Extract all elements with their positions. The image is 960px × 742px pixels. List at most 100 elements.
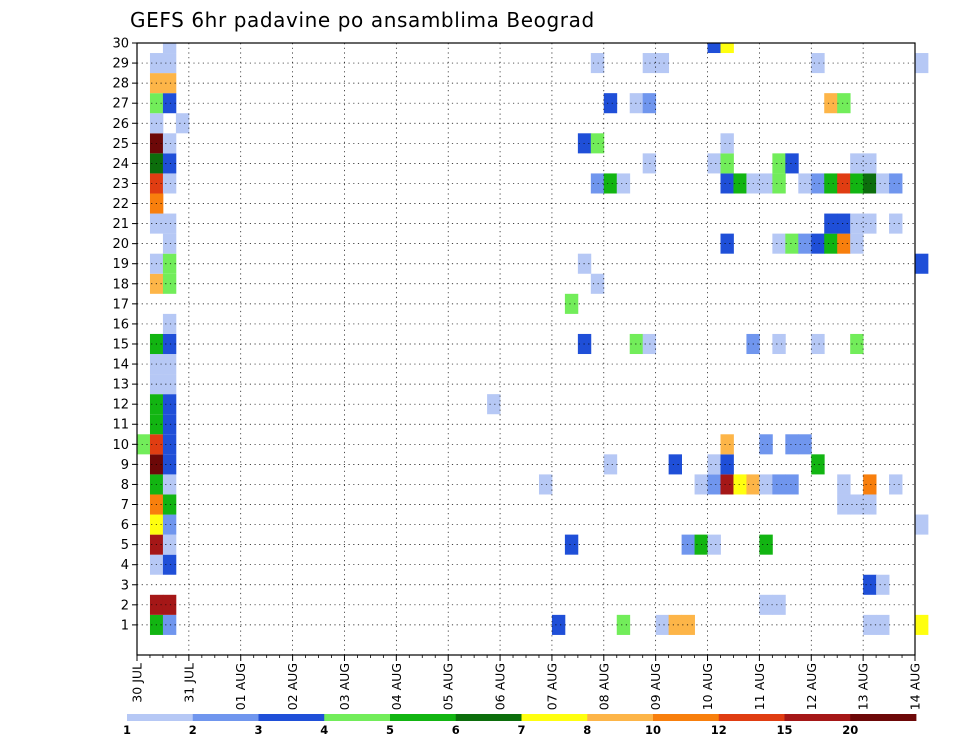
heatmap-cell xyxy=(915,53,929,74)
legend-swatch xyxy=(718,714,785,721)
x-tick-label: 06 AUG xyxy=(493,663,508,710)
color-legend: 1 2 3 4 5 6 7 8 10 12 15 20 xyxy=(123,714,917,737)
heatmap-cell xyxy=(668,614,682,635)
heatmap-cell xyxy=(785,474,799,495)
heatmap-cell xyxy=(863,494,877,515)
y-tick-label: 28 xyxy=(112,77,129,92)
heatmap-cell xyxy=(616,614,631,635)
y-tick-label: 9 xyxy=(121,458,129,473)
heatmap-cell xyxy=(564,534,579,555)
y-tick-label: 1 xyxy=(121,618,129,633)
heatmap-cell xyxy=(162,73,177,94)
heatmap-cell xyxy=(811,53,825,74)
heatmap-cell xyxy=(837,494,851,515)
y-tick-label: 22 xyxy=(112,197,129,212)
heatmap-cell xyxy=(772,474,786,495)
heatmap-cell xyxy=(707,534,721,555)
heatmap-cell xyxy=(603,93,618,114)
heatmap-cell xyxy=(759,173,773,194)
heatmap-cell xyxy=(616,173,631,194)
heatmap-cell xyxy=(863,153,877,174)
x-tick-label: 01 AUG xyxy=(233,663,248,710)
heatmap-cell xyxy=(889,474,903,495)
heatmap-cell xyxy=(175,113,190,134)
heatmap-cell xyxy=(162,233,177,254)
heatmap-cell xyxy=(538,474,553,495)
legend-label: 8 xyxy=(583,723,591,737)
legend-swatch xyxy=(127,714,194,721)
heatmap-cell xyxy=(876,614,890,635)
legend-label: 6 xyxy=(452,723,460,737)
heatmap-cell xyxy=(162,133,177,154)
heatmap-cell xyxy=(590,133,605,154)
heatmap-cell xyxy=(863,173,877,194)
heatmap-cell xyxy=(681,614,695,635)
heatmap-cell xyxy=(137,434,151,455)
heatmap-cell xyxy=(811,173,825,194)
heatmap-cell xyxy=(772,333,786,355)
heatmap-cell xyxy=(720,153,734,174)
heatmap-cell xyxy=(629,93,644,114)
heatmap-cell xyxy=(837,173,851,194)
y-tick-label: 21 xyxy=(112,217,129,232)
heatmap-cell xyxy=(162,273,177,294)
y-tick-label: 26 xyxy=(112,117,129,132)
heatmap-cell xyxy=(837,213,851,234)
legend-swatch xyxy=(258,714,325,721)
legend-swatch xyxy=(784,714,851,721)
x-tick-label: 14 AUG xyxy=(908,663,923,710)
heatmap-cell xyxy=(162,454,177,475)
heatmap-cell xyxy=(487,394,501,415)
heatmap-cell xyxy=(824,233,838,254)
heatmap-cell xyxy=(759,594,773,615)
x-tick-label: 05 AUG xyxy=(441,663,456,710)
y-tick-label: 8 xyxy=(121,478,129,493)
heatmap-cell xyxy=(162,93,177,114)
plot-frame xyxy=(136,42,916,656)
heatmap-cell xyxy=(590,273,605,294)
legend-swatch xyxy=(390,714,457,721)
heatmap-cell xyxy=(162,434,177,455)
legend-label: 5 xyxy=(386,723,394,737)
heatmap-cell xyxy=(824,93,838,114)
y-tick-label: 10 xyxy=(112,438,129,453)
heatmap-cell xyxy=(824,173,838,194)
heatmap-cell xyxy=(162,494,177,515)
heatmap-cell xyxy=(915,514,929,535)
heatmap-cell xyxy=(162,43,177,54)
heatmap-cell xyxy=(772,594,786,615)
y-tick-label: 6 xyxy=(121,518,129,533)
heatmap-cell xyxy=(772,173,786,194)
x-tick-label: 11 AUG xyxy=(752,663,767,710)
legend-swatch xyxy=(324,714,391,721)
heatmap-cell xyxy=(551,614,566,635)
x-tick-label: 08 AUG xyxy=(596,663,611,710)
heatmap-cell xyxy=(785,153,799,174)
heatmap-cell xyxy=(162,394,177,415)
y-axis: 1234567891011121314151617181920212223242… xyxy=(112,37,137,633)
y-tick-label: 11 xyxy=(112,418,129,433)
x-tick-label: 07 AUG xyxy=(544,663,559,710)
heatmap-cell xyxy=(162,374,177,395)
heatmap-cell xyxy=(720,173,734,194)
y-tick-label: 17 xyxy=(112,297,129,312)
y-tick-label: 24 xyxy=(112,157,129,172)
heatmap-cell xyxy=(785,233,799,254)
grid-lines xyxy=(137,42,915,655)
heatmap-cell xyxy=(629,333,644,355)
heatmap-cell xyxy=(759,434,773,455)
heatmap-cell xyxy=(162,534,177,555)
y-tick-label: 4 xyxy=(121,558,129,573)
heatmap-cell xyxy=(162,474,177,495)
heatmap-cell xyxy=(837,474,851,495)
x-tick-label: 09 AUG xyxy=(648,663,663,710)
legend-swatch xyxy=(521,714,588,721)
heatmap-cell xyxy=(162,333,177,355)
heatmap-cell xyxy=(720,133,734,154)
legend-label: 4 xyxy=(320,723,328,737)
y-tick-label: 27 xyxy=(112,97,129,112)
heatmap-cell xyxy=(785,434,799,455)
heatmap-cell xyxy=(811,454,825,475)
heatmap-cell xyxy=(162,414,177,435)
